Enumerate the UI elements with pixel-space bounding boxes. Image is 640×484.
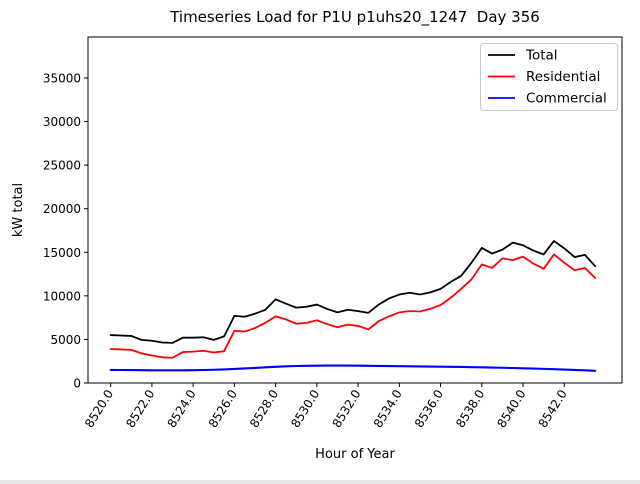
y-axis-label: kW total <box>11 183 26 237</box>
legend-entry-residential: Residential <box>488 69 600 85</box>
total-series-line <box>109 240 597 344</box>
y-tick-label: 10000 <box>43 289 81 303</box>
x-tick-label: 8540.0 <box>494 387 528 430</box>
axis-ticks: 0 5000 10000 15000 20000 25000 30000 35000 8520.… <box>43 71 570 430</box>
series-lines <box>109 240 597 372</box>
residential-series-line <box>109 253 597 359</box>
x-tick-label: 8536.0 <box>412 387 446 430</box>
x-tick-label: 8532.0 <box>330 387 364 430</box>
x-tick-label: 8524.0 <box>165 387 199 430</box>
y-tick-label: 35000 <box>43 71 81 85</box>
legend-label-commercial: Commercial <box>526 91 607 107</box>
legend: Total Residential Commercial <box>480 43 618 111</box>
x-tick-label: 8528.0 <box>247 387 281 430</box>
legend-label-total: Total <box>525 48 558 64</box>
x-tick-label: 8538.0 <box>453 387 487 430</box>
x-tick-label: 8534.0 <box>371 387 405 430</box>
x-tick-label: 8522.0 <box>123 387 157 430</box>
y-tick-label: 5000 <box>50 333 81 347</box>
y-tick-label: 0 <box>73 377 81 391</box>
chart-title: Timeseries Load for P1U p1uhs20_1247 Day… <box>169 8 540 27</box>
legend-box <box>480 43 618 111</box>
x-tick-label: 8520.0 <box>82 387 116 430</box>
legend-entry-total: Total <box>488 48 558 64</box>
x-tick-label: 8526.0 <box>206 387 240 430</box>
legend-label-residential: Residential <box>526 69 600 85</box>
y-tick-label: 25000 <box>43 159 81 173</box>
x-axis-label: Hour of Year <box>315 447 395 462</box>
x-tick-label: 8530.0 <box>288 387 322 430</box>
y-tick-label: 20000 <box>43 202 81 216</box>
legend-entry-commercial: Commercial <box>488 91 607 107</box>
y-tick-label: 15000 <box>43 246 81 260</box>
y-tick-label: 30000 <box>43 115 81 129</box>
x-tick-label: 8542.0 <box>536 387 570 430</box>
commercial-series-line <box>109 364 597 372</box>
plot-border <box>87 36 623 384</box>
